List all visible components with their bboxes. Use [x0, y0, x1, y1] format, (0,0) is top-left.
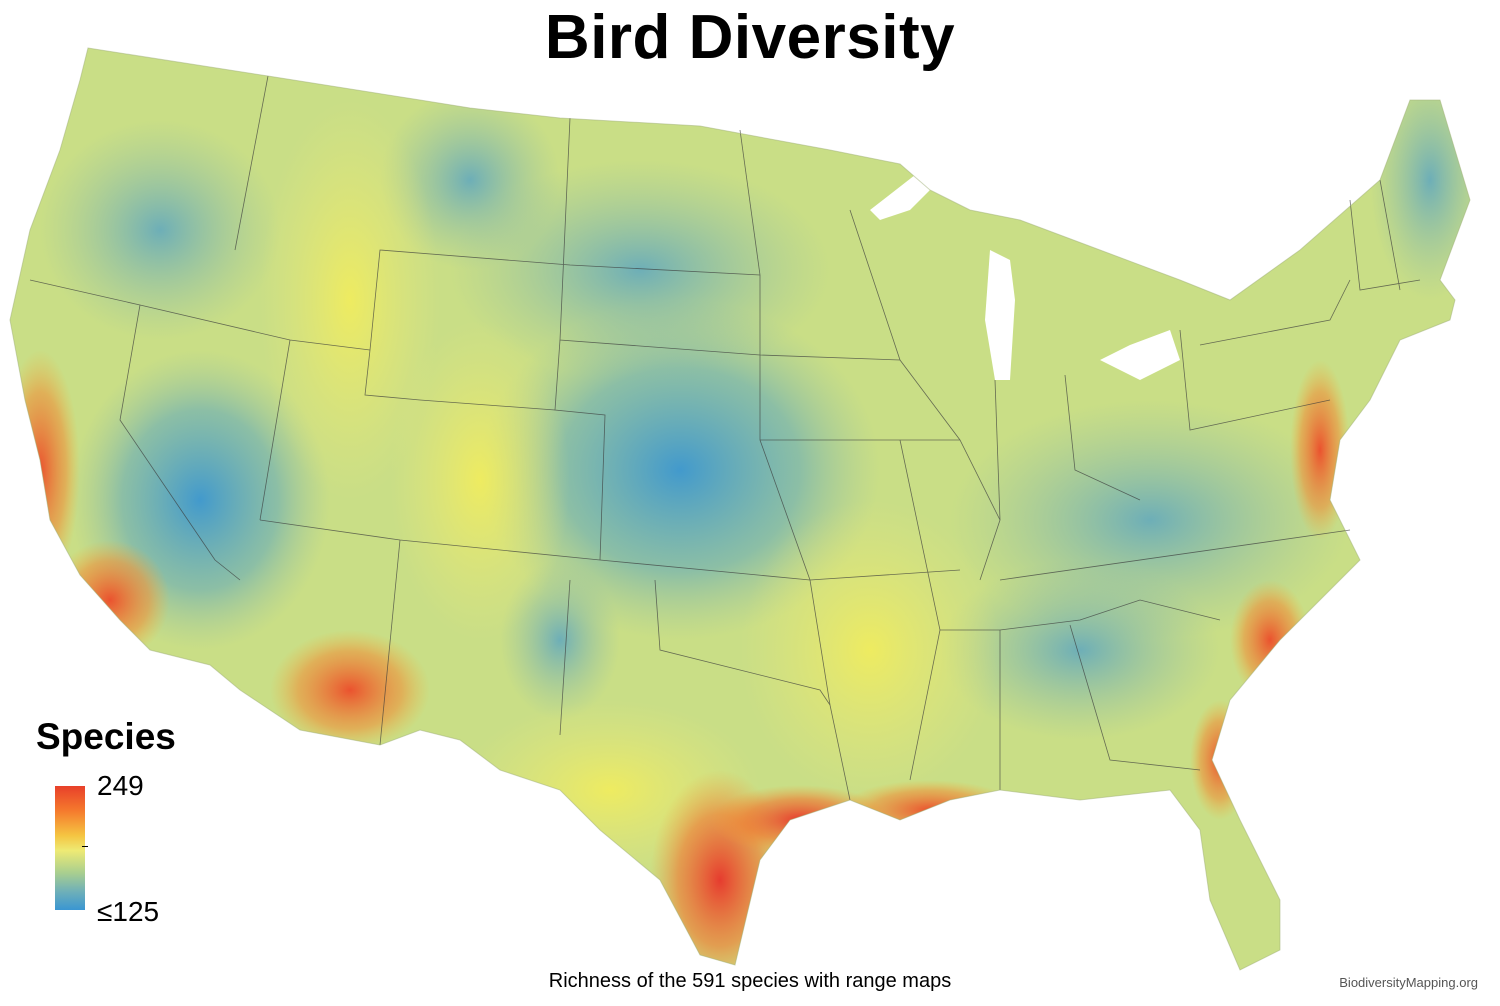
- source-credit: BiodiversityMapping.org: [1339, 975, 1478, 990]
- lake-erie: [1100, 330, 1180, 380]
- lake-michigan: [985, 250, 1015, 380]
- state-boundaries: [29, 75, 1421, 801]
- legend-tick: [82, 846, 88, 847]
- map-caption: Richness of the 591 species with range m…: [548, 970, 952, 992]
- map-title: Bird Diversity: [544, 3, 956, 72]
- legend-max-label: 249: [97, 770, 144, 801]
- legend-title: Species: [36, 716, 176, 757]
- lake-superior: [870, 175, 930, 220]
- legend-min-label: ≤125: [97, 896, 160, 927]
- legend-color-bar: [55, 786, 85, 910]
